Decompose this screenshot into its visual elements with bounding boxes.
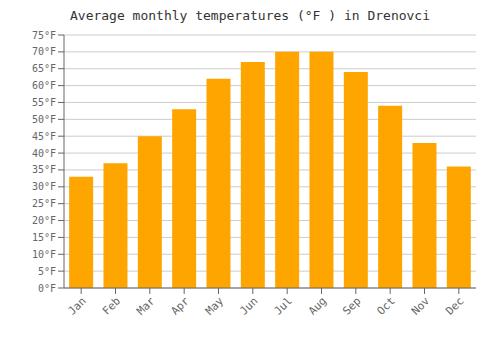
svg-text:40°F: 40°F bbox=[32, 148, 56, 159]
svg-text:Jun: Jun bbox=[237, 294, 260, 317]
svg-text:Oct: Oct bbox=[375, 294, 398, 317]
svg-text:0°F: 0°F bbox=[38, 283, 56, 294]
svg-text:5°F: 5°F bbox=[38, 266, 56, 277]
svg-text:55°F: 55°F bbox=[32, 97, 56, 108]
svg-text:Jan: Jan bbox=[66, 294, 89, 317]
svg-text:75°F: 75°F bbox=[32, 30, 56, 41]
svg-text:50°F: 50°F bbox=[32, 114, 56, 125]
svg-text:Aug: Aug bbox=[306, 294, 329, 317]
svg-text:20°F: 20°F bbox=[32, 215, 56, 226]
svg-text:Mar: Mar bbox=[134, 294, 158, 318]
html-text:Average monthly temperatures (: Average monthly temperatures (°F ) in Dr… bbox=[70, 8, 430, 23]
svg-text:Feb: Feb bbox=[100, 294, 123, 317]
svg-text:25°F: 25°F bbox=[32, 198, 56, 209]
svg-text:70°F: 70°F bbox=[32, 46, 56, 57]
svg-text:Sep: Sep bbox=[340, 294, 363, 317]
svg-text:May: May bbox=[203, 294, 227, 318]
svg-text:15°F: 15°F bbox=[32, 232, 56, 243]
svg-text:Jul: Jul bbox=[272, 294, 295, 317]
svg-text:10°F: 10°F bbox=[32, 249, 56, 260]
svg-text:65°F: 65°F bbox=[32, 63, 56, 74]
svg-text:Dec: Dec bbox=[443, 294, 466, 317]
svg-text:60°F: 60°F bbox=[32, 80, 56, 91]
svg-text:30°F: 30°F bbox=[32, 181, 56, 192]
svg-text:45°F: 45°F bbox=[32, 131, 56, 142]
svg-text:Apr: Apr bbox=[169, 294, 193, 318]
svg-text:Nov: Nov bbox=[409, 294, 433, 318]
svg-text:35°F: 35°F bbox=[32, 164, 56, 175]
